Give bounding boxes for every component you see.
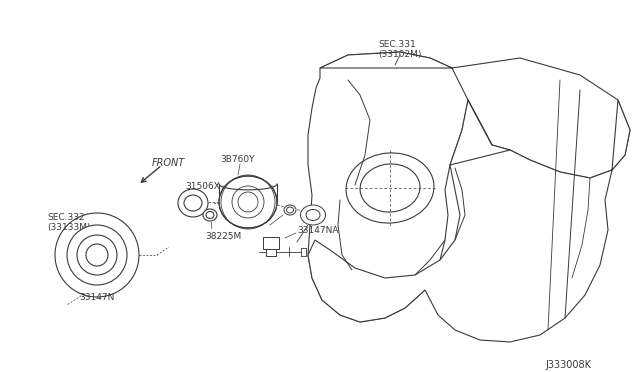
Ellipse shape xyxy=(287,207,294,213)
Ellipse shape xyxy=(346,153,434,223)
Ellipse shape xyxy=(184,195,202,211)
Circle shape xyxy=(86,244,108,266)
Text: 3B760Y: 3B760Y xyxy=(220,155,255,164)
Circle shape xyxy=(77,235,117,275)
Ellipse shape xyxy=(203,209,217,221)
Ellipse shape xyxy=(178,189,208,217)
Polygon shape xyxy=(308,100,630,342)
Ellipse shape xyxy=(306,209,320,221)
Text: 38225M: 38225M xyxy=(205,232,241,241)
Text: 33147N: 33147N xyxy=(79,293,115,302)
Text: 31506X: 31506X xyxy=(185,182,220,191)
Ellipse shape xyxy=(360,164,420,212)
Text: 33147NA: 33147NA xyxy=(297,226,339,235)
Ellipse shape xyxy=(284,205,296,215)
Ellipse shape xyxy=(206,212,214,218)
Bar xyxy=(263,237,279,249)
Circle shape xyxy=(67,225,127,285)
Polygon shape xyxy=(320,52,630,178)
Ellipse shape xyxy=(301,205,326,225)
Bar xyxy=(266,249,276,256)
Text: SEC.332
(33133M): SEC.332 (33133M) xyxy=(47,213,90,232)
Circle shape xyxy=(55,213,139,297)
Polygon shape xyxy=(308,52,468,322)
Text: SEC.331
(33102M): SEC.331 (33102M) xyxy=(378,40,421,60)
Text: FRONT: FRONT xyxy=(152,158,185,168)
Text: J333008K: J333008K xyxy=(545,360,591,370)
Ellipse shape xyxy=(219,176,277,228)
